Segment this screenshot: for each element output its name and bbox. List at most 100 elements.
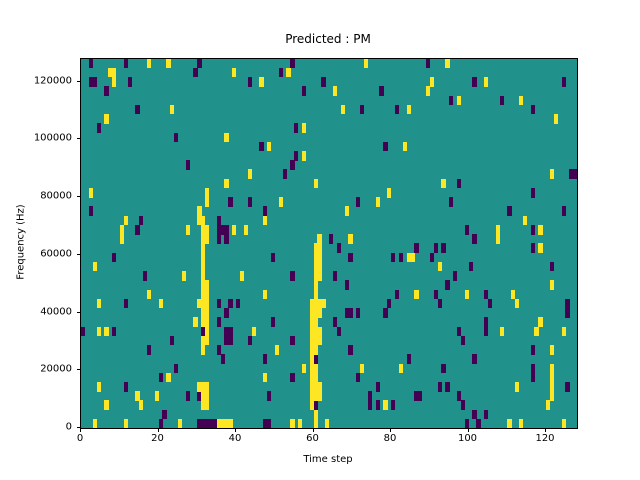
heatmap-cell [216,418,221,429]
heatmap-cell [325,418,330,429]
heatmap-cell [92,418,97,429]
heatmap-cell [445,381,450,392]
heatmap-cell [375,197,380,207]
heatmap-cell [414,391,419,401]
heatmap-cell [464,224,469,235]
heatmap-cell [561,418,566,429]
heatmap-cell [476,418,481,429]
y-tick-label: 60000 [40,248,72,260]
heatmap-cell [232,224,237,235]
heatmap-cell [445,58,450,69]
heatmap-cell [518,418,524,429]
heatmap-cell [499,326,504,337]
heatmap-cell [170,335,175,346]
heatmap-cell [92,261,97,272]
heatmap-cell [317,298,322,309]
heatmap-cell [88,187,94,198]
heatmap-cell [356,308,361,318]
heatmap-cell [437,261,442,272]
heatmap-cell [484,409,489,420]
heatmap-cell [309,345,314,355]
heatmap-cell [174,132,179,143]
heatmap-cell [294,150,299,161]
heatmap-cell [201,418,206,429]
heatmap-cell [205,418,210,429]
heatmap-cell [127,77,132,87]
y-tick-mark [76,369,80,371]
heatmap-cell [220,418,225,429]
heatmap-cell [263,215,268,226]
heatmap-cell [344,308,349,318]
heatmap-cell [205,224,210,235]
heatmap-cell [530,224,535,235]
heatmap-cell [146,345,152,355]
heatmap-cell [309,317,314,327]
x-tick-label: 60 [306,433,319,444]
heatmap-cell [441,178,446,189]
y-tick-label: 100000 [33,132,72,144]
heatmap-cell [321,77,326,87]
heatmap-cell [313,372,318,383]
heatmap-cell [205,187,210,198]
heatmap-cell [247,169,252,180]
heatmap-cell [263,206,268,217]
heatmap-cell [123,298,128,309]
heatmap-cell [313,298,318,309]
heatmap-cell [301,86,307,96]
heatmap-cell [201,391,206,401]
heatmap-cell [449,197,454,207]
heatmap-cell [309,372,314,383]
heatmap-cell [232,67,237,78]
heatmap-cell [387,298,392,309]
heatmap-cell [197,381,202,392]
chart-title: Predicted : PM [285,32,371,46]
heatmap-cell [220,224,225,235]
heatmap-cell [530,345,535,355]
heatmap-cell [228,326,233,337]
x-tick-mark [312,428,314,433]
heatmap-cell [309,363,314,374]
heatmap-cell [197,206,202,217]
heatmap-cell [360,363,365,374]
heatmap-cell [104,326,109,337]
heatmap-cell [538,243,543,254]
heatmap-cell [313,252,318,263]
heatmap-cell [313,400,318,411]
heatmap-cell [112,67,117,78]
heatmap-cell [224,308,229,318]
heatmap-cell [224,234,229,244]
heatmap-cell [549,345,555,355]
heatmap-cell [298,418,303,429]
x-tick-label: 20 [151,433,164,444]
heatmap-cell [177,418,183,429]
heatmap-cell [263,354,268,364]
heatmap-cell [224,418,229,429]
heatmap-cell [317,234,322,244]
heatmap-cell [201,400,206,411]
heatmap-cell [162,409,167,420]
heatmap-cell [247,335,252,346]
heatmap-cell [205,280,210,290]
heatmap-cell [88,58,94,69]
heatmap-cell [449,95,454,106]
heatmap-cell [143,271,148,281]
heatmap-cell [104,400,109,411]
heatmap-cell [313,243,318,254]
heatmap-cell [425,58,431,69]
heatmap-cell [511,289,516,300]
heatmap-cell [379,86,384,96]
heatmap-cell [174,363,179,374]
heatmap-cell [139,215,144,226]
heatmap-cell [313,363,318,374]
heatmap-cell [313,178,318,189]
heatmap-cell [317,243,322,254]
heatmap-cell [158,372,163,383]
x-tick-mark [545,428,546,433]
x-tick-label: 40 [228,433,242,444]
heatmap-cell [336,326,342,337]
heatmap-cell [456,326,462,337]
heatmap-cell [344,280,349,290]
heatmap-cell [205,400,210,411]
heatmap-cell [549,381,555,392]
heatmap-cell [332,86,338,96]
